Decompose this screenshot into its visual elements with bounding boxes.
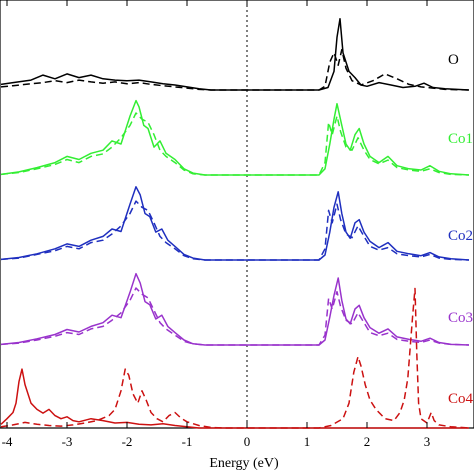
- x-tick-label: 2: [364, 434, 371, 449]
- x-tick-label: -3: [62, 434, 73, 449]
- series-label-co4: Co4: [448, 391, 474, 407]
- series-group: [0, 17, 470, 429]
- series-co4-solid-line: [0, 368, 469, 429]
- series-labels: O Co1 Co2 Co3 Co4: [448, 52, 474, 407]
- series-label-co2: Co2: [448, 228, 473, 244]
- series-co3-solid-line: [0, 272, 470, 346]
- x-tick-label: -2: [122, 434, 133, 449]
- plot-frame: [0, 0, 474, 429]
- series-label-co3: Co3: [448, 310, 473, 326]
- x-tick-label: 0: [244, 434, 251, 449]
- series-co2-solid-line: [0, 186, 470, 261]
- series-co1-solid-line: [0, 99, 470, 176]
- x-tick-label: -4: [2, 434, 13, 449]
- x-axis-ticks: -4 -3 -2 -1 0 1 2 3: [2, 0, 431, 449]
- series-label-o: O: [448, 52, 459, 68]
- x-tick-label: -1: [182, 434, 193, 449]
- series-co1-dashed-line: [0, 112, 470, 176]
- series-co2-dashed-line: [0, 200, 470, 261]
- x-tick-label: 1: [304, 434, 311, 449]
- series-label-co1: Co1: [448, 131, 473, 147]
- series-o-dashed-line: [0, 48, 470, 91]
- series-co3-dashed-line: [0, 287, 470, 346]
- x-axis-label: Energy (eV): [209, 456, 279, 471]
- x-tick-label: 3: [424, 434, 431, 449]
- series-co4-dashed-line: [0, 287, 470, 429]
